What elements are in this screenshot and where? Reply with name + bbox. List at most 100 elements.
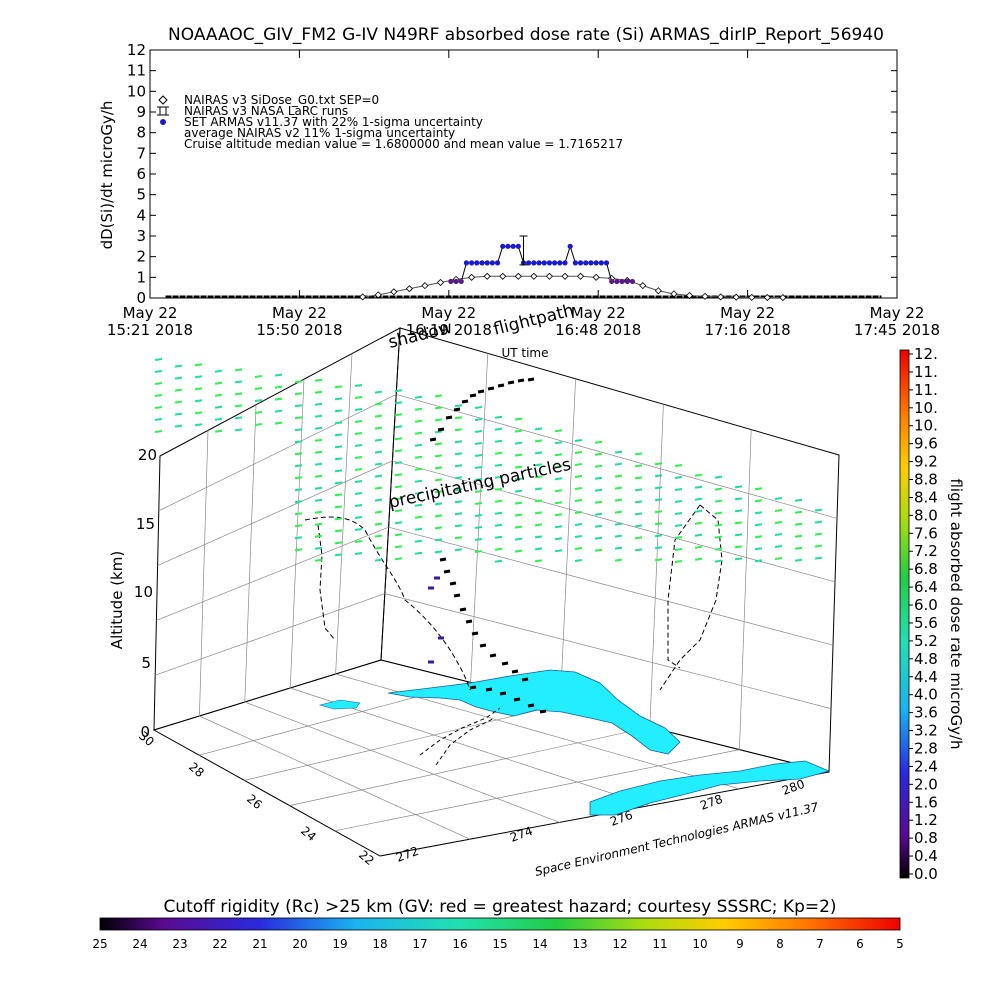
particle-marker: [394, 461, 403, 465]
rigidity-colorbar-tick-label: 17: [412, 937, 427, 951]
particle-marker: [654, 474, 663, 478]
dose-colorbar-tick-label: 2.4: [914, 757, 938, 775]
particle-marker: [574, 451, 583, 454]
nairas-data-point: [390, 288, 398, 296]
particle-marker: [294, 428, 303, 432]
dose-colorbar-tick-label: 11.: [914, 363, 938, 381]
armas-data-point: [609, 278, 615, 285]
particle-marker: [374, 414, 383, 418]
particle-marker: [414, 527, 423, 531]
particle-marker: [814, 508, 823, 512]
y-tick-label: 10: [127, 82, 146, 100]
armas-data-point: [603, 260, 610, 266]
flightpath-marker: [459, 607, 467, 612]
particle-marker: [694, 473, 703, 477]
particle-marker: [674, 476, 683, 479]
rigidity-colorbar: Cutoff rigidity (Rc) >25 km (GV: red = g…: [92, 897, 903, 951]
particle-marker: [714, 475, 723, 479]
longitude-tick-label: 272: [394, 844, 420, 865]
armas-data-point: [567, 243, 573, 249]
dose-colorbar-tick-label: 2.0: [914, 775, 938, 793]
particle-marker: [714, 535, 723, 539]
particle-marker: [634, 488, 643, 492]
particle-marker: [554, 477, 563, 481]
particle-marker: [454, 416, 463, 420]
particle-marker: [554, 549, 563, 553]
particle-marker: [374, 546, 383, 550]
legend-label: average NAIRAS v2 11% 1-sigma uncertaint…: [184, 126, 455, 140]
particle-marker: [794, 558, 803, 562]
particle-marker: [214, 369, 223, 373]
particle-marker: [414, 515, 423, 519]
shadow-path-curve: [435, 717, 496, 766]
altitude-tick-label: 10: [134, 583, 153, 601]
rigidity-colorbar-tick-label: 20: [292, 937, 307, 951]
rigidity-colorbar-tick-label: 11: [652, 937, 667, 951]
particle-marker: [174, 424, 183, 428]
particle-marker: [334, 505, 343, 509]
armas-data-point: [505, 243, 511, 249]
particle-marker: [574, 463, 583, 466]
armas-data-point: [598, 260, 604, 266]
dot-marker-icon: [160, 119, 166, 125]
particle-marker: [274, 385, 283, 389]
particle-marker: [574, 475, 583, 478]
particle-marker: [514, 549, 523, 553]
particle-marker: [214, 417, 223, 421]
armas-data-point: [593, 260, 599, 266]
rigidity-colorbar-tick-label: 12: [612, 937, 627, 951]
particle-marker: [534, 451, 543, 455]
nairas-data-point: [779, 294, 787, 302]
nairas-data-point: [405, 285, 413, 293]
particle-marker: [454, 524, 463, 528]
rigidity-colorbar-tick-label: 5: [896, 937, 904, 951]
particle-marker: [394, 449, 403, 453]
rigidity-colorbar-tick-label: 13: [572, 937, 587, 951]
x-tick-label-date: May 22: [870, 304, 925, 322]
particle-marker: [614, 534, 623, 538]
particle-marker: [494, 511, 503, 515]
particle-marker: [734, 557, 743, 561]
particle-marker: [514, 465, 523, 469]
particle-marker: [434, 490, 443, 494]
particle-marker: [374, 558, 383, 562]
particle-marker: [334, 457, 343, 461]
rigidity-colorbar-tick-label: 22: [212, 937, 227, 951]
diamond-marker-icon: [158, 95, 168, 105]
particle-marker: [694, 557, 703, 561]
series-line: [362, 275, 783, 299]
particle-marker: [674, 560, 683, 563]
floor-plane: [152, 659, 830, 857]
armas-data-point: [484, 260, 490, 266]
altitude-tick-label: 5: [141, 654, 151, 672]
particle-marker: [294, 392, 303, 396]
particle-marker: [554, 429, 563, 433]
particle-marker: [394, 413, 403, 417]
y-tick-label: 6: [136, 165, 146, 183]
particle-marker: [294, 404, 303, 408]
nairas-data-point: [717, 293, 725, 301]
particle-marker: [474, 490, 483, 493]
particle-marker: [494, 499, 503, 503]
particle-marker: [314, 558, 323, 562]
particle-marker: [454, 548, 463, 552]
rigidity-colorbar-tick-label: 23: [172, 937, 187, 951]
armas-data-point: [583, 260, 589, 266]
particle-marker: [754, 547, 763, 551]
particle-marker: [154, 394, 163, 397]
particle-marker: [574, 499, 583, 502]
x-tick-label-date: May 22: [421, 304, 476, 322]
particle-marker: [374, 474, 383, 478]
particle-marker: [214, 405, 223, 409]
particle-marker: [474, 478, 483, 481]
particle-marker: [674, 500, 683, 503]
particle-marker: [714, 547, 723, 551]
shadow-path-curve: [317, 524, 336, 641]
particle-marker: [374, 402, 383, 406]
particle-marker: [234, 392, 243, 396]
particle-marker: [654, 486, 663, 490]
particle-marker: [654, 546, 663, 550]
flightpath-marker: [513, 697, 521, 702]
